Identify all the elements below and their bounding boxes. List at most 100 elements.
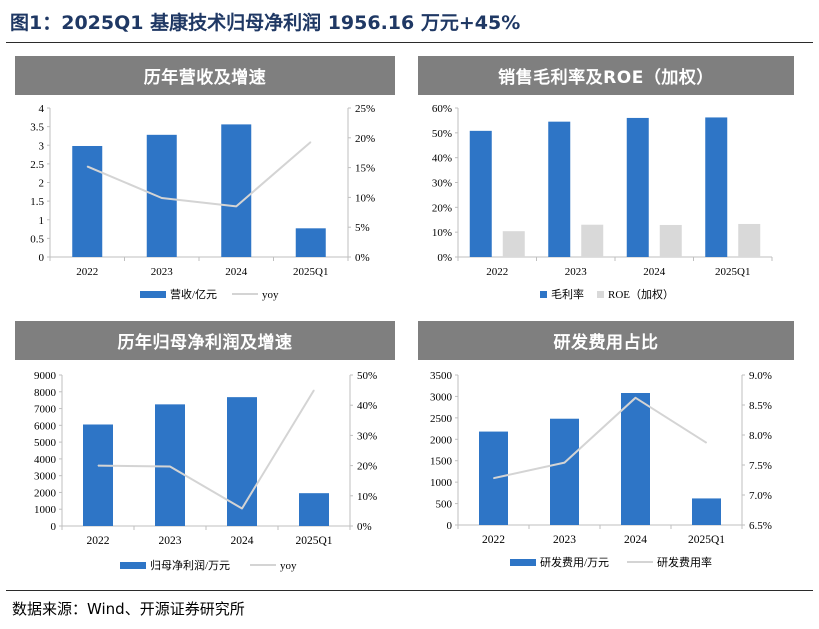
line-point	[564, 462, 565, 464]
line-point	[161, 197, 163, 199]
right-tick-label: 50%	[357, 370, 377, 382]
bar-primary	[550, 418, 579, 525]
left-tick-label: 10%	[432, 227, 452, 239]
left-tick-label: 1500	[430, 456, 453, 468]
legend-label: yoy	[262, 289, 279, 301]
line-point	[310, 141, 312, 143]
left-tick-label: 6000	[34, 420, 57, 432]
panel-title-margin: 销售毛利率及ROE（加权）	[418, 56, 794, 95]
bar-secondary	[581, 224, 604, 257]
left-tick-label: 9000	[34, 370, 57, 382]
source-note: 数据来源：Wind、开源证券研究所	[12, 600, 245, 618]
category-label: 2022	[482, 534, 505, 546]
bar-primary	[83, 424, 113, 526]
left-tick-label: 60%	[432, 103, 452, 115]
left-tick-label: 2.5	[30, 159, 44, 171]
left-tick-label: 3500	[430, 370, 453, 382]
bar-primary	[692, 498, 721, 525]
legend-label: ROE（加权）	[608, 288, 674, 301]
category-label: 2022	[486, 266, 508, 278]
legend-label: 营收/亿元	[170, 287, 217, 301]
bar-primary	[621, 393, 650, 525]
bar-primary	[469, 130, 492, 257]
line-point	[493, 477, 494, 479]
left-tick-label: 0.5	[30, 233, 44, 245]
bar-secondary	[738, 223, 761, 257]
legend-label: 研发费用/万元	[540, 555, 609, 569]
line-point	[86, 165, 88, 167]
bar-primary	[221, 124, 252, 257]
right-tick-label: 10%	[357, 491, 377, 503]
left-tick-label: 2000	[34, 487, 57, 499]
line-point	[706, 442, 707, 444]
left-tick-label: 1000	[34, 504, 57, 516]
line-point	[313, 389, 315, 391]
bar-primary	[155, 404, 185, 526]
right-tick-label: 5%	[355, 222, 370, 234]
bar-primary	[705, 117, 728, 257]
line-point	[635, 397, 636, 399]
bar-primary	[146, 134, 177, 257]
category-label: 2025Q1	[293, 266, 328, 278]
category-label: 2023	[159, 535, 182, 547]
left-tick-label: 20%	[432, 202, 452, 214]
line-series	[97, 389, 315, 510]
legend-swatch	[597, 291, 604, 298]
left-tick-label: 30%	[432, 178, 452, 190]
category-label: 2024	[643, 266, 666, 278]
bar-primary	[299, 493, 329, 526]
panel-title-revenue: 历年营收及增速	[15, 56, 395, 95]
right-tick-label: 15%	[355, 163, 375, 175]
category-label: 2023	[553, 534, 576, 546]
right-tick-label: 0%	[355, 252, 370, 264]
legend-label: 归母净利润/万元	[150, 558, 230, 572]
left-tick-label: 1000	[430, 477, 453, 489]
left-tick-label: 3000	[430, 391, 453, 403]
left-tick-label: 4	[39, 103, 45, 115]
category-label: 2024	[231, 535, 254, 547]
right-tick-label: 20%	[357, 461, 377, 473]
right-tick-label: 7.0%	[749, 490, 772, 502]
category-label: 2022	[87, 535, 110, 547]
left-tick-label: 40%	[432, 153, 452, 165]
left-tick-label: 2	[39, 178, 45, 190]
bar-primary	[295, 228, 326, 257]
bar-primary	[227, 397, 257, 526]
left-tick-label: 0	[51, 521, 57, 533]
line-point	[97, 465, 99, 467]
panel-title-net-profit: 历年归母净利润及增速	[15, 321, 395, 360]
bar-secondary	[659, 224, 682, 257]
left-tick-label: 500	[436, 499, 453, 511]
top-rule	[6, 42, 813, 43]
right-tick-label: 8.5%	[749, 400, 772, 412]
right-tick-label: 20%	[355, 133, 375, 145]
line-series	[493, 396, 708, 480]
legend-label: 研发费用率	[657, 555, 712, 569]
left-tick-label: 8000	[34, 387, 57, 399]
net-profit-chart: 0 1000 2000 3000 4000 5000 6000 7000 8000 9000 0% 1…	[34, 370, 377, 572]
right-tick-label: 10%	[355, 192, 375, 204]
right-tick-label: 30%	[357, 430, 377, 442]
bar-primary	[626, 117, 649, 257]
right-tick-label: 25%	[355, 103, 375, 115]
left-tick-label: 1	[39, 215, 45, 227]
category-label: 2024	[624, 534, 647, 546]
rnd-chart: 0 500 1000 1500 2000 2500 3000 3500 6.5% 7.0% 7.5%…	[430, 370, 772, 569]
figure-title: 图1：2025Q1 基康技术归母净利润 1956.16 万元+45%	[10, 12, 521, 34]
left-tick-label: 50%	[432, 128, 452, 140]
left-tick-label: 3	[39, 140, 45, 152]
line-point	[235, 205, 237, 207]
left-tick-label: 4000	[34, 454, 57, 466]
bar-primary	[72, 145, 103, 257]
line-point	[241, 507, 243, 509]
left-tick-label: 0%	[437, 252, 452, 264]
category-label: 2025Q1	[688, 534, 725, 546]
category-label: 2025Q1	[715, 266, 750, 278]
left-tick-label: 0	[447, 520, 453, 532]
category-label: 2022	[76, 266, 98, 278]
legend-swatch	[510, 559, 536, 566]
line-point	[169, 466, 171, 468]
category-label: 2023	[151, 266, 174, 278]
left-tick-label: 3000	[34, 471, 57, 483]
left-tick-label: 1.5	[30, 196, 44, 208]
